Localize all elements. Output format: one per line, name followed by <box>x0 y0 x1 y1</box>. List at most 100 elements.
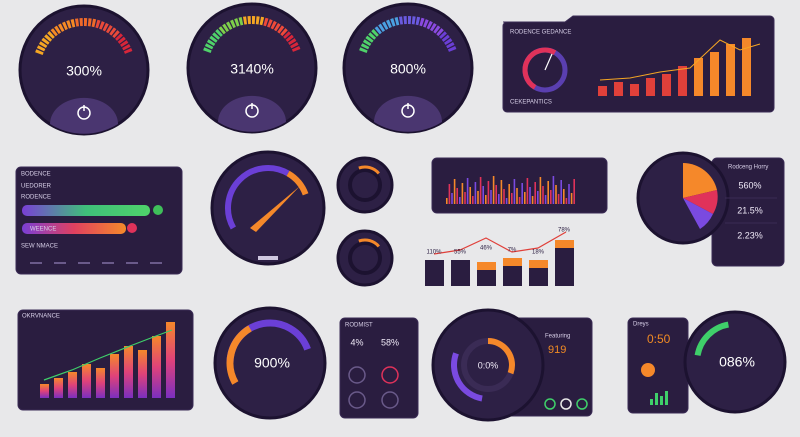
arc <box>415 16 421 26</box>
mini-bar <box>565 198 568 204</box>
mini-bar <box>446 198 448 204</box>
row-line <box>54 262 66 264</box>
arc <box>365 35 374 43</box>
mini-bar <box>573 179 575 204</box>
mini-bar <box>555 185 557 204</box>
mini-bar <box>513 179 516 204</box>
arc <box>694 321 730 357</box>
arc <box>66 20 72 29</box>
arc <box>419 17 425 27</box>
arc <box>451 352 483 402</box>
arc <box>291 46 301 52</box>
mini-bar <box>537 191 539 204</box>
bar <box>662 74 671 96</box>
arc <box>273 22 281 32</box>
arc <box>120 40 129 48</box>
clock-time: 0:50 <box>647 332 671 346</box>
arc <box>286 170 309 196</box>
gauge-base <box>374 95 442 132</box>
arc <box>429 22 437 32</box>
row-line <box>126 262 138 264</box>
arc <box>283 31 291 39</box>
mini-bar <box>563 189 565 204</box>
status-err <box>127 223 137 233</box>
arc <box>112 30 120 39</box>
bar <box>40 384 49 398</box>
mini-bar <box>665 391 668 405</box>
arc <box>487 338 515 375</box>
mini-bar <box>466 178 469 204</box>
bar <box>678 66 687 96</box>
arc <box>238 17 244 26</box>
arc <box>70 19 76 28</box>
bar <box>82 364 91 398</box>
bar <box>68 372 77 398</box>
panel <box>15 166 183 275</box>
arc <box>50 28 58 37</box>
mini-bar <box>650 399 653 405</box>
arc <box>215 29 223 37</box>
icon <box>560 398 572 410</box>
arc <box>234 18 240 27</box>
arc <box>102 22 109 32</box>
arc <box>38 41 48 49</box>
arc <box>374 26 382 35</box>
mini-bar <box>511 193 513 204</box>
arc <box>359 47 368 53</box>
mini-bar <box>482 186 484 204</box>
mini-bar <box>529 187 531 204</box>
panel-title: RODMIST <box>345 323 373 329</box>
mini-bar <box>505 198 508 204</box>
gauge-disc <box>431 308 545 422</box>
arc <box>444 38 453 46</box>
mini-bar <box>490 190 492 204</box>
gauge-value: 300% <box>66 63 102 79</box>
icon <box>381 366 399 384</box>
arc <box>225 165 290 230</box>
mini-bar <box>570 193 573 204</box>
bar <box>124 346 133 398</box>
needle <box>544 53 553 71</box>
arc <box>382 21 389 30</box>
feature-value: 919 <box>548 344 566 356</box>
mini-bar <box>557 194 560 204</box>
icon <box>348 391 366 409</box>
feature-center: 0:0% <box>478 360 499 370</box>
arc <box>436 28 444 37</box>
arc <box>105 24 113 34</box>
arc <box>203 47 212 53</box>
stat: 58% <box>381 337 399 347</box>
gauge-foot <box>258 256 278 260</box>
bar <box>646 78 655 96</box>
arc <box>226 325 252 385</box>
mini-bar <box>469 187 471 204</box>
bar <box>598 86 607 96</box>
mini-bar <box>655 393 658 405</box>
arc <box>35 49 44 55</box>
arc <box>206 39 216 47</box>
mini-bar <box>542 186 544 204</box>
bar-label: 7% <box>508 248 517 254</box>
arc <box>226 21 233 30</box>
bar <box>152 336 161 398</box>
bar <box>710 52 719 96</box>
row-line <box>30 262 42 264</box>
arc <box>288 38 297 46</box>
bar <box>614 82 623 96</box>
panel <box>502 15 775 113</box>
panel-title: Dreys <box>633 322 649 328</box>
bar-top <box>555 240 574 248</box>
arc <box>447 46 457 52</box>
arc <box>522 47 557 90</box>
mini-bar <box>518 197 521 204</box>
mini-bar <box>479 177 482 204</box>
bar <box>166 322 175 398</box>
arc <box>47 31 55 39</box>
gauge-value: 800% <box>390 61 426 77</box>
panel-title: OKRVNANCE <box>22 314 60 320</box>
mini-bar <box>547 181 549 204</box>
arc <box>360 43 370 50</box>
arc <box>362 39 372 47</box>
bar-labels: 110% 55% 46% 7% 18% 78% <box>425 228 574 286</box>
bar <box>630 84 639 96</box>
